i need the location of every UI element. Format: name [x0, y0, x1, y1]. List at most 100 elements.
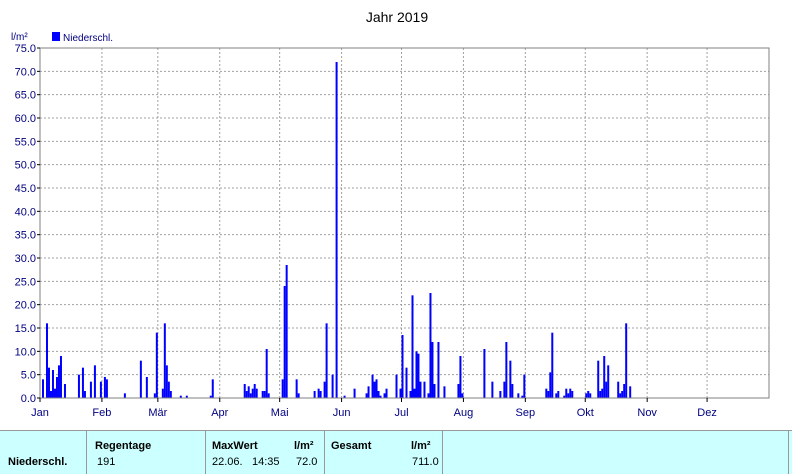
bar: [161, 388, 164, 398]
bar: [625, 323, 628, 398]
bar: [623, 384, 626, 398]
bar: [401, 335, 404, 398]
bar: [323, 381, 326, 398]
bar: [325, 323, 328, 398]
bar: [395, 374, 398, 398]
bar: [555, 393, 558, 398]
bar: [283, 286, 286, 398]
bar: [41, 379, 44, 398]
bar: [571, 391, 574, 398]
x-tick-label: Nov: [637, 407, 657, 419]
bar: [261, 391, 264, 398]
grid-lines: [40, 48, 769, 398]
maxwert-time: 14:35: [252, 456, 280, 468]
bar: [99, 381, 102, 398]
x-axis-ticks: Jan Feb Mär Apr Mai Jun Jul Aug Sep Okt Nov Dez: [31, 398, 717, 419]
bar: [399, 388, 402, 398]
bar: [459, 356, 462, 398]
bar: [599, 391, 602, 398]
bar: [375, 379, 378, 398]
bar: [565, 388, 568, 398]
bar: [433, 384, 436, 398]
bar: [317, 388, 320, 398]
bar: [491, 381, 494, 398]
bar: [597, 360, 600, 398]
y-tick-label: 20.0: [15, 300, 36, 312]
gesamt-label: Gesamt: [331, 440, 372, 452]
divider: [788, 431, 789, 474]
y-tick-label: 35.0: [15, 230, 36, 242]
y-tick-label: 70.0: [15, 66, 36, 78]
y-tick-label: 25.0: [15, 276, 36, 288]
bar: [103, 377, 106, 398]
bar: [419, 381, 422, 398]
bar: [549, 372, 552, 398]
y-tick-label: 45.0: [15, 183, 36, 195]
bar: [547, 391, 550, 398]
divider: [86, 431, 87, 474]
bar: [629, 386, 632, 398]
bar: [139, 360, 142, 398]
bar: [563, 395, 566, 398]
x-tick-label: Feb: [92, 407, 111, 419]
bar: [517, 393, 520, 398]
x-tick-label: Jul: [394, 407, 408, 419]
bar: [83, 391, 86, 398]
bar: [45, 323, 48, 398]
statistics-bar: Niederschl. Regentage 191 MaxWert l/m² 2…: [0, 430, 792, 474]
bar: [437, 342, 440, 398]
bar: [415, 351, 418, 398]
bar: [569, 388, 572, 398]
stats-row-label: Niederschl.: [8, 456, 68, 468]
divider: [324, 431, 325, 474]
bar: [169, 391, 172, 398]
x-tick-label: Mai: [271, 407, 289, 419]
plot-frame: [39, 47, 770, 399]
bar: [47, 367, 50, 398]
bar: [411, 295, 414, 398]
bar: [621, 391, 624, 398]
bar: [379, 395, 382, 398]
bar: [511, 384, 514, 398]
bar: [521, 395, 524, 398]
y-tick-label: 15.0: [15, 323, 36, 335]
maxwert-label: MaxWert: [212, 440, 258, 452]
bar: [431, 342, 434, 398]
bar: [371, 374, 374, 398]
bar: [601, 388, 604, 398]
bar: [523, 374, 526, 398]
bar: [373, 381, 376, 398]
maxwert-date: 22.06.: [212, 456, 243, 468]
bar: [263, 391, 266, 398]
bar: [505, 342, 508, 398]
bar: [457, 384, 460, 398]
bar: [603, 356, 606, 398]
chart-title: Jahr 2019: [366, 9, 428, 25]
y-axis-unit-label: l/m²: [11, 32, 28, 43]
bar: [297, 393, 300, 398]
bar: [51, 370, 54, 398]
bar: [383, 393, 386, 398]
bar: [405, 367, 408, 398]
bar: [89, 381, 92, 398]
y-tick-label: 75.0: [15, 43, 36, 55]
divider: [205, 431, 206, 474]
bar: [619, 393, 622, 398]
gesamt-unit: l/m²: [411, 440, 431, 452]
bar: [265, 349, 268, 398]
bar: [81, 367, 84, 398]
bar: [145, 377, 148, 398]
bar: [285, 265, 288, 398]
bar: [295, 379, 298, 398]
bar: [409, 391, 412, 398]
bar: [427, 393, 430, 398]
bar: [377, 391, 380, 398]
x-tick-label: Mär: [148, 407, 167, 419]
bar: [367, 386, 370, 398]
bar: [385, 388, 388, 398]
maxwert-value: 72.0: [296, 456, 318, 468]
bar: [503, 381, 506, 398]
bar: [313, 391, 316, 398]
y-tick-label: 55.0: [15, 136, 36, 148]
y-tick-label: 60.0: [15, 113, 36, 125]
